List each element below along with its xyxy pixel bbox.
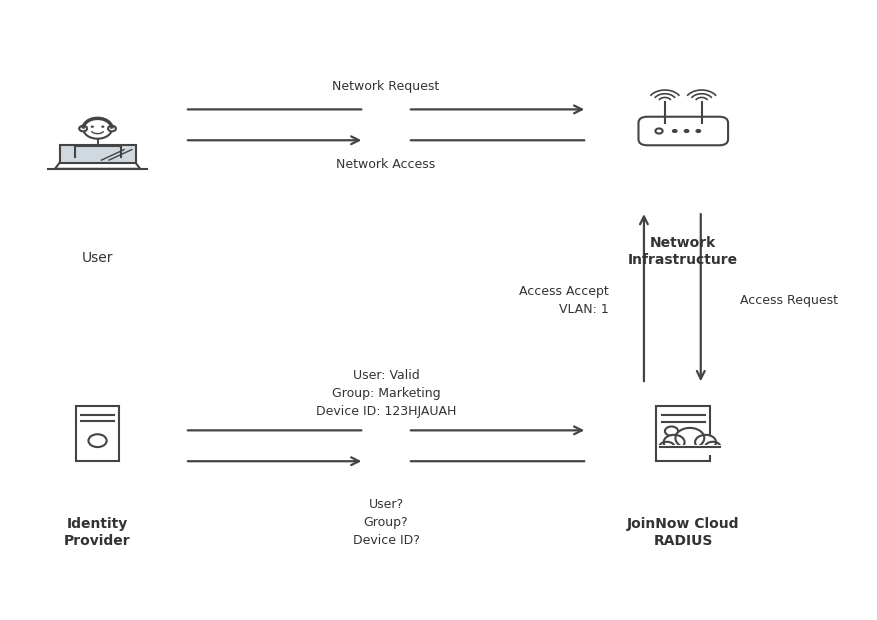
Text: User: User xyxy=(82,251,113,265)
FancyBboxPatch shape xyxy=(638,117,728,145)
Text: Network
Infrastructure: Network Infrastructure xyxy=(628,236,738,267)
Text: User?
Group?
Device ID?: User? Group? Device ID? xyxy=(353,498,419,547)
Circle shape xyxy=(83,118,112,139)
Text: Network Access: Network Access xyxy=(337,159,436,172)
Text: Access Request: Access Request xyxy=(740,294,838,308)
Circle shape xyxy=(90,125,94,128)
Circle shape xyxy=(695,435,716,449)
Text: Network Request: Network Request xyxy=(332,80,439,93)
Text: JoinNow Cloud
RADIUS: JoinNow Cloud RADIUS xyxy=(627,516,739,548)
Circle shape xyxy=(695,129,702,133)
FancyBboxPatch shape xyxy=(60,145,136,163)
Circle shape xyxy=(705,442,721,453)
FancyBboxPatch shape xyxy=(656,405,710,461)
Circle shape xyxy=(672,129,678,133)
Text: User: Valid
Group: Marketing
Device ID: 123HJAUAH: User: Valid Group: Marketing Device ID: … xyxy=(316,369,456,418)
Circle shape xyxy=(675,428,704,448)
Circle shape xyxy=(79,126,87,131)
Text: Access Accept
VLAN: 1: Access Accept VLAN: 1 xyxy=(519,285,609,316)
Circle shape xyxy=(659,442,674,453)
Text: Identity
Provider: Identity Provider xyxy=(64,516,131,548)
Circle shape xyxy=(108,126,116,131)
FancyBboxPatch shape xyxy=(657,445,723,455)
Polygon shape xyxy=(55,163,140,169)
FancyBboxPatch shape xyxy=(76,406,119,461)
Circle shape xyxy=(664,435,685,449)
Circle shape xyxy=(101,125,104,128)
Circle shape xyxy=(683,129,689,133)
